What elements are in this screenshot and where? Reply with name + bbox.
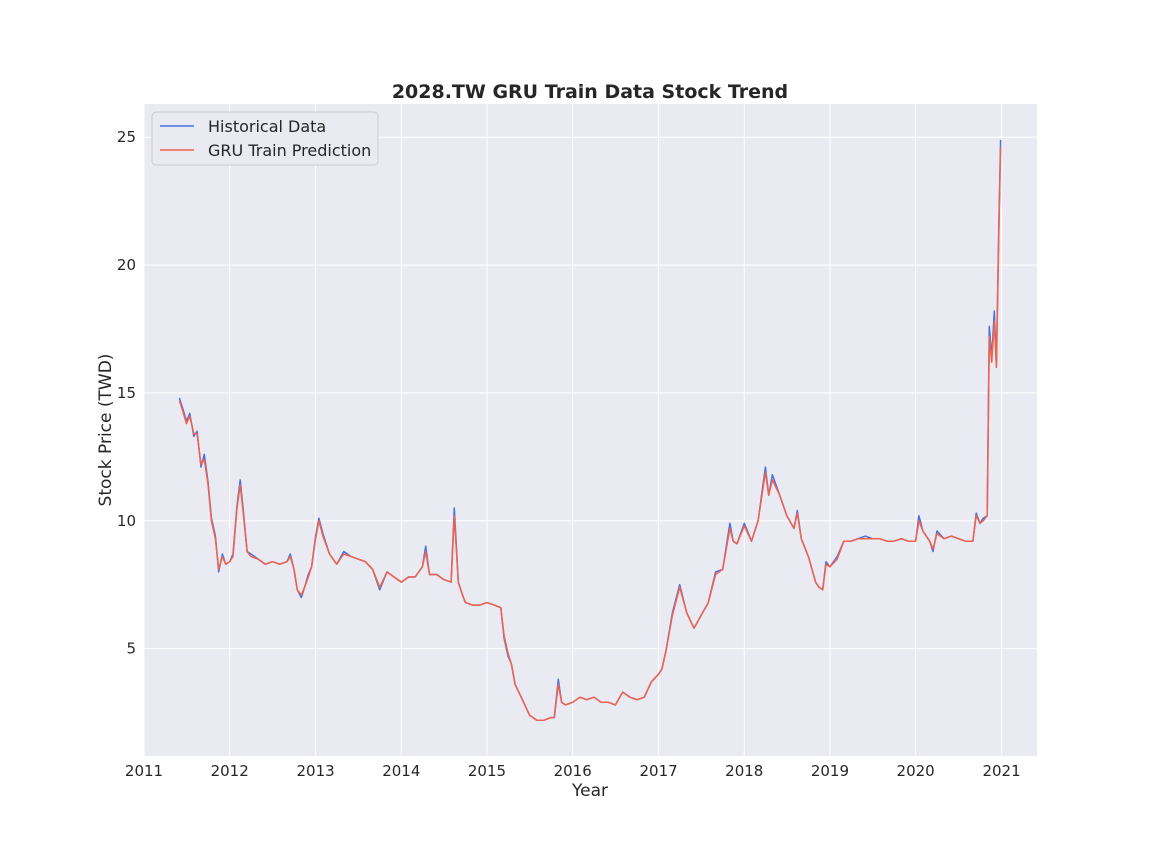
series-line-gru-train-prediction (178, 147, 1002, 721)
legend-label-gru-prediction: GRU Train Prediction (208, 141, 371, 160)
y-tick-label-5: 5 (126, 640, 136, 658)
x-tick-label-2020: 2020 (897, 762, 935, 780)
y-tick-label-10: 10 (117, 512, 136, 530)
y-tick-labels: 5 10 15 20 25 (117, 128, 136, 657)
x-tick-label-2021: 2021 (982, 762, 1020, 780)
y-tick-label-20: 20 (117, 256, 136, 274)
chart-title: 2028.TW GRU Train Data Stock Trend (392, 81, 788, 103)
y-axis-label: Stock Price (TWD) (96, 354, 116, 507)
plot-area (144, 104, 1037, 756)
series-layer (178, 139, 1002, 721)
x-tick-label-2015: 2015 (468, 762, 506, 780)
x-axis-label: Year (571, 781, 608, 801)
x-tick-label-2011: 2011 (125, 762, 163, 780)
x-tick-label-2016: 2016 (554, 762, 592, 780)
x-tick-label-2018: 2018 (725, 762, 763, 780)
y-tick-label-15: 15 (117, 384, 136, 402)
x-tick-label-2013: 2013 (297, 762, 335, 780)
x-tick-labels: 2011 2012 2013 2014 2015 2016 2017 2018 2019 2020… (125, 762, 1021, 780)
legend: Historical Data GRU Train Prediction (151, 111, 379, 166)
x-tick-label-2014: 2014 (382, 762, 420, 780)
y-tick-label-25: 25 (117, 128, 136, 146)
legend-box (151, 111, 379, 166)
x-tick-label-2019: 2019 (811, 762, 849, 780)
x-tick-label-2012: 2012 (211, 762, 249, 780)
legend-label-historical: Historical Data (208, 117, 326, 136)
grid-lines (143, 104, 1037, 756)
x-tick-label-2017: 2017 (639, 762, 677, 780)
